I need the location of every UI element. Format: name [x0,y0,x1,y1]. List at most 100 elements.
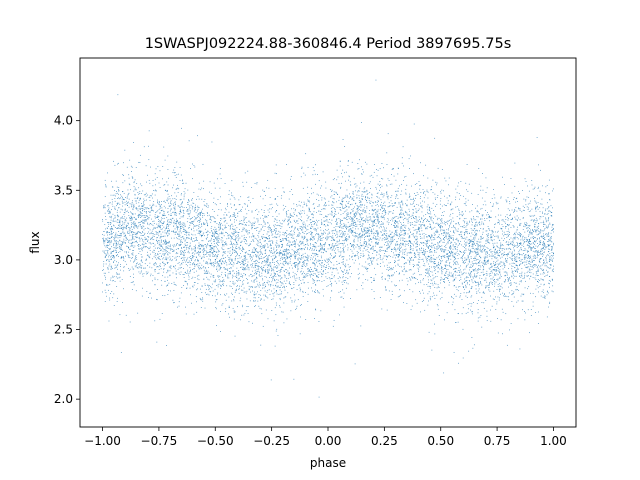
data-point [361,230,363,232]
data-point [405,188,407,190]
data-point [360,217,362,218]
data-point [274,244,276,246]
data-point [304,212,305,214]
data-point [205,232,207,233]
data-point [394,234,396,236]
data-point [201,292,203,293]
data-point [162,222,163,224]
data-point [143,222,145,224]
data-point [114,238,116,240]
data-point [334,213,336,215]
data-point [217,284,219,286]
data-point [254,306,255,307]
data-point [204,292,206,294]
data-point [261,275,263,277]
data-point [282,250,284,252]
data-point [441,226,443,228]
data-point [102,270,103,271]
data-point [472,230,474,231]
data-point [120,194,121,196]
data-point [312,262,314,264]
data-point [486,275,488,276]
data-point [497,286,499,288]
data-point [316,276,317,278]
data-point [202,240,204,242]
data-point [164,232,166,234]
data-point [459,296,461,298]
data-point [540,278,542,280]
data-point [112,251,114,253]
data-point [344,272,346,274]
data-point [512,271,514,272]
data-point [331,283,333,285]
data-point [355,211,357,213]
data-point [464,278,465,280]
data-point [505,258,507,260]
data-point [491,250,493,252]
data-point [174,268,176,270]
data-point [243,238,245,240]
data-point [221,232,222,234]
data-point [199,227,201,229]
data-point [384,208,385,210]
data-point [141,249,143,250]
data-point [450,245,451,247]
data-point [293,241,295,243]
data-point [310,268,312,270]
data-point [462,220,464,222]
data-point [367,251,369,252]
data-point [244,274,246,276]
data-point [228,259,230,261]
data-point [454,271,456,273]
data-point [344,224,345,226]
data-point [282,204,284,206]
data-point [520,233,522,235]
data-point [117,277,118,279]
data-point [414,236,416,238]
data-point [525,261,527,263]
data-point [138,246,140,247]
data-point [169,210,171,212]
data-point [355,203,356,205]
data-point [433,237,434,238]
data-point [185,281,187,283]
data-point [164,242,166,244]
data-point [166,240,167,242]
data-point [511,294,513,296]
data-point [470,266,471,268]
data-point [151,207,153,209]
data-point [297,263,299,265]
data-point [110,253,112,255]
data-point [387,235,389,237]
data-point [449,204,451,206]
data-point [436,184,437,186]
data-point [485,252,487,254]
data-point [287,292,289,294]
data-point [405,227,406,229]
data-point [407,243,409,244]
data-point [470,296,472,298]
data-point [178,231,180,233]
data-point [354,236,356,238]
data-point [139,214,141,216]
data-point [120,227,122,229]
data-point [381,246,383,248]
data-point [444,221,445,223]
data-point [346,219,348,221]
data-point [111,235,113,237]
data-point [431,245,433,247]
data-point [134,200,136,202]
data-point [213,274,215,276]
data-point [187,284,188,286]
data-point [251,187,253,188]
data-point [480,257,482,259]
data-point [321,214,323,215]
data-point [357,208,359,209]
data-point [263,246,265,248]
data-point [104,272,106,274]
data-point [466,225,468,226]
data-point [317,276,319,278]
data-point [223,266,225,268]
data-point [229,250,231,252]
data-point [251,227,253,229]
